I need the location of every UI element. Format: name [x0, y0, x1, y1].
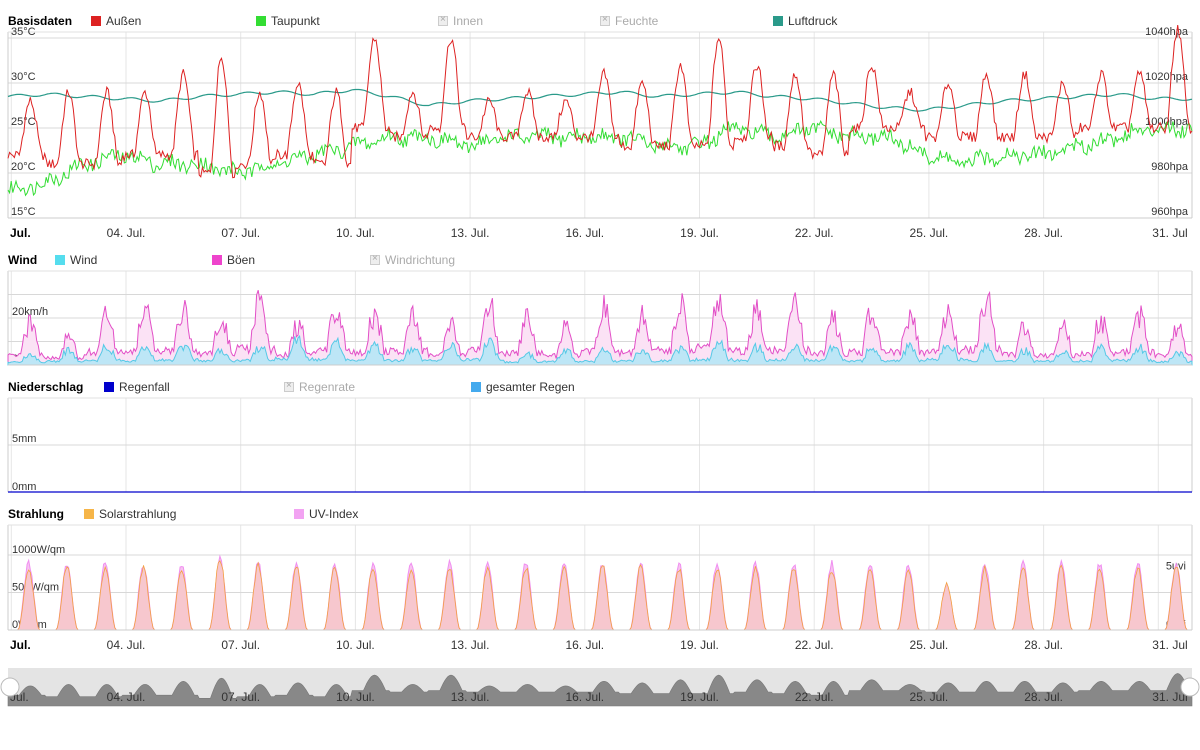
basis-xlabel-3: 10. Jul. [336, 226, 375, 240]
panel-title-strahlung: Strahlung [8, 507, 64, 521]
solar-xlabel-1: 04. Jul. [107, 638, 146, 652]
rain-ytick-0: 0mm [12, 481, 36, 493]
series-wind [7, 335, 1193, 366]
navigator-xlabel-10: 31. Jul [1152, 690, 1187, 704]
panel-title-basisdaten: Basisdaten [8, 14, 73, 28]
navigator-xlabel-9: 28. Jul. [1024, 690, 1063, 704]
navigator-handle-right[interactable] [1180, 677, 1200, 697]
navigator-xlabel-5: 16. Jul. [565, 690, 604, 704]
legend-item-luftdruck[interactable]: Luftdruck [773, 14, 837, 28]
navigator-xlabel-1: 04. Jul. [107, 690, 146, 704]
solar-ytick-left-1: 500W/qm [12, 582, 59, 594]
solar-xlabel-4: 13. Jul. [451, 638, 490, 652]
navigator-xlabel-8: 25. Jul. [910, 690, 949, 704]
legend-strahlung: Strahlung Solarstrahlung UV-Index [0, 505, 1200, 523]
basis-xlabel-2: 07. Jul. [221, 226, 260, 240]
basis-xlabel-0: Jul. [10, 226, 31, 240]
basis-ytick-right-3: 1020hpa [1145, 71, 1189, 83]
solar-xlabel-8: 25. Jul. [910, 638, 949, 652]
legend-niederschlag: Niederschlag Regenfall Regenrate gesamte… [0, 378, 1200, 396]
series-aussen [7, 25, 1193, 179]
navigator-xlabel-6: 19. Jul. [680, 690, 719, 704]
legend-item-uv-index[interactable]: UV-Index [294, 507, 358, 521]
legend-item-gesamter-regen[interactable]: gesamter Regen [471, 380, 575, 394]
solar-xlabel-5: 16. Jul. [565, 638, 604, 652]
basis-ytick-left-3: 30°C [11, 71, 36, 83]
basis-xlabel-4: 13. Jul. [451, 226, 490, 240]
solar-xlabel-7: 22. Jul. [795, 638, 834, 652]
legend-item-taupunkt[interactable]: Taupunkt [256, 14, 320, 28]
panel-title-wind: Wind [8, 253, 38, 267]
legend-basisdaten: Basisdaten Außen Taupunkt Innen Feuchte … [0, 12, 1200, 30]
basis-ytick-right-0: 960hpa [1151, 206, 1189, 218]
panel-title-niederschlag: Niederschlag [8, 380, 84, 394]
basis-xlabel-7: 22. Jul. [795, 226, 834, 240]
series-boeen [7, 290, 1193, 366]
legend-wind: Wind Wind Böen Windrichtung [0, 251, 1200, 269]
basis-xlabel-10: 31. Jul [1152, 226, 1187, 240]
legend-item-feuchte[interactable]: Feuchte [600, 14, 658, 28]
solar-xlabel-9: 28. Jul. [1024, 638, 1063, 652]
legend-item-wind[interactable]: Wind [55, 253, 97, 267]
basis-xlabel-5: 16. Jul. [565, 226, 604, 240]
basis-xlabel-9: 28. Jul. [1024, 226, 1063, 240]
niederschlag-chart[interactable]: 5mm 0mm [0, 380, 1200, 505]
basis-ytick-left-2: 25°C [11, 116, 36, 128]
solar-ytick-left-2: 1000W/qm [12, 544, 65, 556]
series-luftdruck [7, 88, 1193, 112]
basis-ytick-right-4: 1040hpa [1145, 26, 1189, 38]
basis-xlabel-1: 04. Jul. [107, 226, 146, 240]
wind-ytick-1: 20km/h [12, 306, 48, 318]
legend-item-solarstrahlung[interactable]: Solarstrahlung [84, 507, 176, 521]
solar-xlabel-10: 31. Jul [1152, 638, 1187, 652]
navigator-xlabel-4: 13. Jul. [451, 690, 490, 704]
basis-xlabel-6: 19. Jul. [680, 226, 719, 240]
navigator-handle-left[interactable] [0, 677, 20, 697]
solar-xlabel-2: 07. Jul. [221, 638, 260, 652]
basis-ytick-right-1: 980hpa [1151, 161, 1189, 173]
basis-ytick-left-0: 15°C [11, 206, 36, 218]
navigator-xlabel-2: 07. Jul. [221, 690, 260, 704]
basisdaten-chart[interactable]: 15°C20°C25°C30°C35°C960hpa980hpa1000hpa1… [0, 0, 1200, 250]
rain-ytick-1: 5mm [12, 433, 36, 445]
legend-item-aussen[interactable]: Außen [91, 14, 141, 28]
basis-ytick-left-1: 20°C [11, 161, 36, 173]
navigator[interactable]: Jul. 04. Jul. 07. Jul. 10. Jul. 13. Jul. 16. … [0, 665, 1200, 715]
legend-item-regenfall[interactable]: Regenfall [104, 380, 170, 394]
legend-item-regenrate[interactable]: Regenrate [284, 380, 355, 394]
navigator-series [7, 673, 1193, 707]
legend-item-windrichtung[interactable]: Windrichtung [370, 253, 455, 267]
solar-xlabel-3: 10. Jul. [336, 638, 375, 652]
solar-xlabel-0: Jul. [10, 638, 31, 652]
solar-xlabel-6: 19. Jul. [680, 638, 719, 652]
basis-xlabel-8: 25. Jul. [910, 226, 949, 240]
legend-item-boeen[interactable]: Böen [212, 253, 255, 267]
legend-item-innen[interactable]: Innen [438, 14, 483, 28]
navigator-xlabel-7: 22. Jul. [795, 690, 834, 704]
basis-ytick-left-4: 35°C [11, 26, 36, 38]
wind-chart[interactable]: 20km/h0km/h [0, 250, 1200, 380]
navigator-xlabel-3: 10. Jul. [336, 690, 375, 704]
series-taupunkt [7, 120, 1193, 197]
